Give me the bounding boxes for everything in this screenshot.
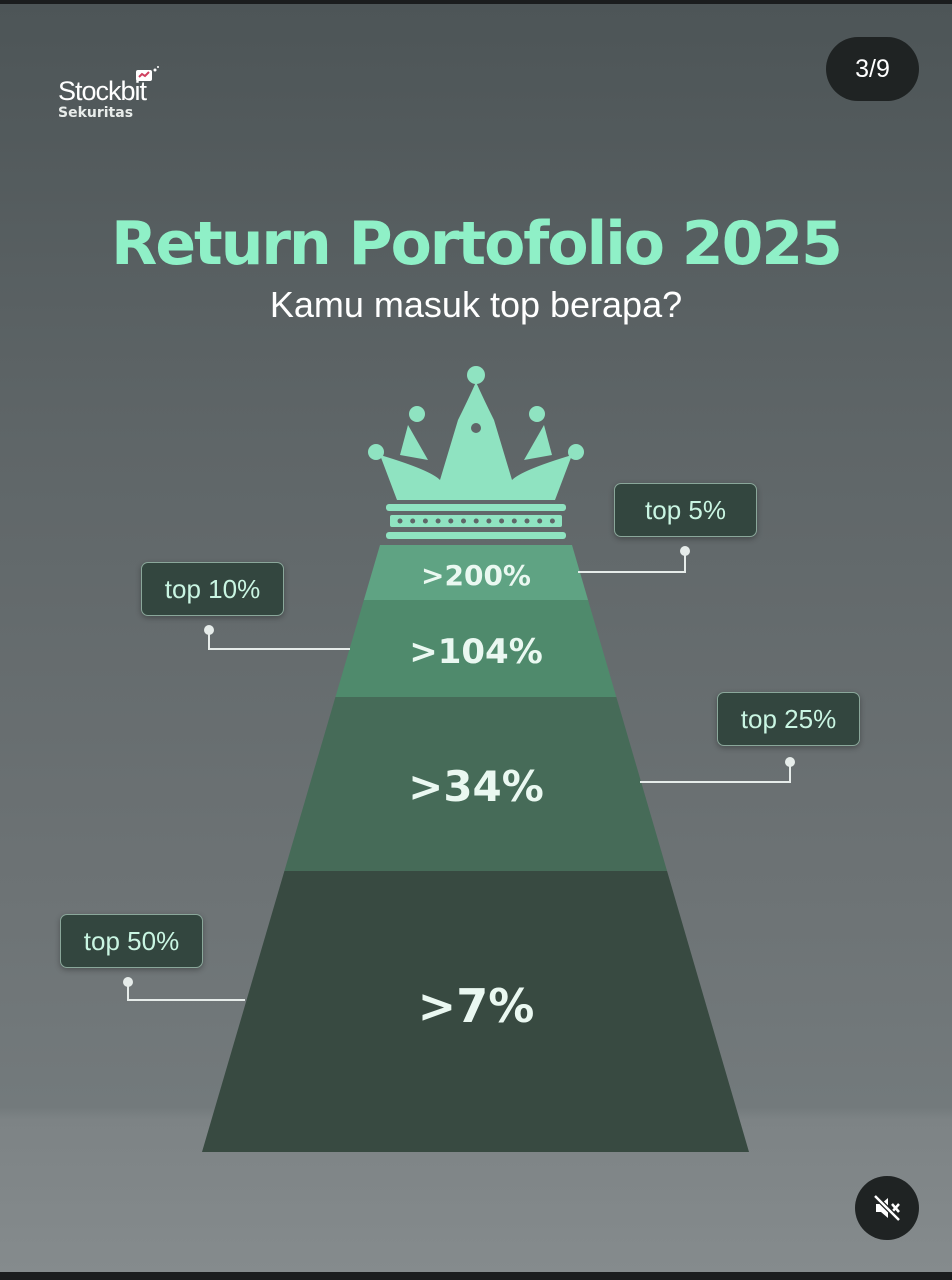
pyramid-tier-4 (202, 871, 749, 1152)
mute-button[interactable] (855, 1176, 919, 1240)
pyramid-tier-2 (335, 600, 617, 697)
chat-chart-icon (136, 66, 159, 81)
tier-value-2: >104% (409, 632, 543, 672)
crown-icon (368, 366, 584, 539)
tag-top10: top 10% (141, 562, 284, 616)
tag-top5: top 5% (614, 483, 757, 537)
tier-value-1: >200% (421, 559, 531, 592)
speaker-muted-icon (873, 1194, 901, 1222)
slide-counter: 3/9 (826, 37, 919, 101)
post-image: Stockbit Sekuritas 3/9 Return Portofolio… (0, 4, 952, 1272)
connectors (127, 551, 791, 1001)
subtitle: Kamu masuk top berapa? (269, 284, 683, 325)
pyramid-tier-1 (363, 545, 589, 600)
pyramid-tier-3 (284, 697, 668, 871)
connector-top10 (208, 630, 350, 650)
stockbit-logo: Stockbit Sekuritas (58, 66, 159, 121)
title: Return Portofolio 2025 (111, 209, 843, 279)
connector-top50 (127, 982, 245, 1001)
pyramid-diagram (123, 366, 795, 1152)
tag-top25: top 25% (717, 692, 860, 746)
connector-top25 (640, 762, 791, 783)
tier-value-4: >7% (417, 979, 535, 1033)
tag-top50: top 50% (60, 914, 203, 968)
tier-value-3: >34% (408, 762, 544, 811)
connector-top5 (578, 551, 686, 573)
